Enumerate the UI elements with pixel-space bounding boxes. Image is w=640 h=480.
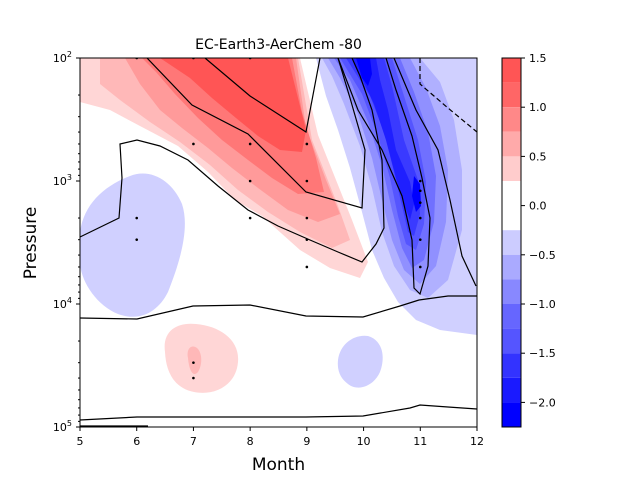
significance-dot [418, 201, 422, 204]
colorbar: 1.5 1.0 0.5 0.0 −0.5 −1.0 −1.5 −2.0 [501, 52, 556, 428]
colorbar-level [502, 328, 521, 354]
colorbar-tick-label: −2.0 [529, 396, 556, 409]
colorbar-tick-label: 0.5 [529, 150, 547, 163]
contour-line-dashed [419, 58, 477, 133]
colorbar-level [502, 279, 521, 304]
positive-blob-lower [164, 323, 239, 393]
y-axis-label: Pressure [21, 207, 41, 280]
colorbar-tick-label: −0.5 [529, 249, 556, 262]
colorbar-tick-label: 1.0 [529, 101, 547, 114]
significance-dot [418, 179, 422, 183]
colorbar-level [502, 304, 521, 329]
significance-dot [192, 142, 195, 146]
colorbar-level [502, 402, 521, 427]
x-axis-label: Month [252, 455, 305, 475]
contour-line [146, 58, 366, 209]
negative-blob-lower [337, 335, 383, 388]
contour-line [337, 58, 431, 296]
colorbar-tick-label: −1.5 [529, 347, 556, 360]
x-tick-label: 12 [470, 435, 484, 448]
significance-dot [305, 179, 309, 183]
colorbar-level [502, 353, 521, 378]
contour-line [80, 58, 385, 263]
significance-dot [305, 238, 309, 241]
x-tick-label: 6 [133, 435, 140, 448]
x-tick-label: 5 [77, 435, 84, 448]
colorbar-tick-label: −1.0 [529, 298, 556, 311]
significance-dot [248, 216, 252, 220]
colorbar-level [502, 82, 521, 108]
x-tick-label: 7 [190, 435, 197, 448]
contour-line [80, 404, 477, 421]
contour-line [204, 58, 321, 133]
significance-dot [305, 265, 309, 269]
significance-dot [248, 142, 252, 146]
significance-stippling [135, 58, 422, 380]
colorbar-level [502, 377, 521, 403]
x-tick-label: 8 [247, 435, 254, 448]
positive-blob-lower-inner [187, 346, 202, 375]
x-axis: 5 6 7 8 9 10 11 12 [77, 427, 484, 448]
chart-title: EC-Earth3-AerChem -80 [195, 37, 362, 53]
positive-anomaly-region [80, 58, 368, 393]
x-tick-label: 10 [357, 435, 371, 448]
contour-fill-level-neg-2.0 [356, 58, 421, 212]
y-tick-label: 103 [53, 173, 72, 188]
colorbar-tick-label: 1.5 [529, 52, 547, 65]
contour-fill-level-1.25 [160, 58, 306, 152]
y-axis: 102 103 104 105 [53, 50, 80, 434]
significance-dot [305, 216, 309, 220]
x-tick-label: 11 [413, 435, 427, 448]
colorbar-frame [501, 57, 522, 428]
contour-lines [80, 58, 477, 427]
colorbar-level [502, 107, 521, 132]
colorbar-level [502, 181, 521, 231]
y-tick-label: 105 [53, 419, 72, 434]
significance-dot [248, 179, 252, 183]
contour-line [80, 295, 477, 320]
plot-frame [79, 57, 478, 428]
x-tick-label: 9 [303, 435, 310, 448]
significance-dot [418, 189, 422, 193]
contour-fill-level-neg-1.75 [352, 58, 414, 220]
y-tick-label: 102 [53, 50, 72, 65]
significance-dot [418, 238, 422, 241]
colorbar-level [502, 58, 521, 83]
contour-line [393, 58, 477, 287]
significance-dot [192, 361, 195, 364]
colorbar-level [502, 156, 521, 181]
colorbar-level [502, 254, 521, 280]
significance-dot [135, 216, 139, 220]
significance-dot [192, 376, 195, 380]
negative-anomaly-region [80, 58, 477, 388]
significance-dot [418, 265, 422, 269]
colorbar-level [502, 131, 521, 157]
y-tick-label: 104 [53, 296, 72, 311]
negative-blob-left [80, 173, 185, 317]
significance-dot [135, 238, 139, 241]
significance-dot [418, 216, 422, 220]
plot-area [80, 58, 477, 427]
colorbar-level [502, 230, 521, 255]
colorbar-tick-label: 0.0 [529, 200, 547, 213]
significance-dot [305, 142, 309, 146]
